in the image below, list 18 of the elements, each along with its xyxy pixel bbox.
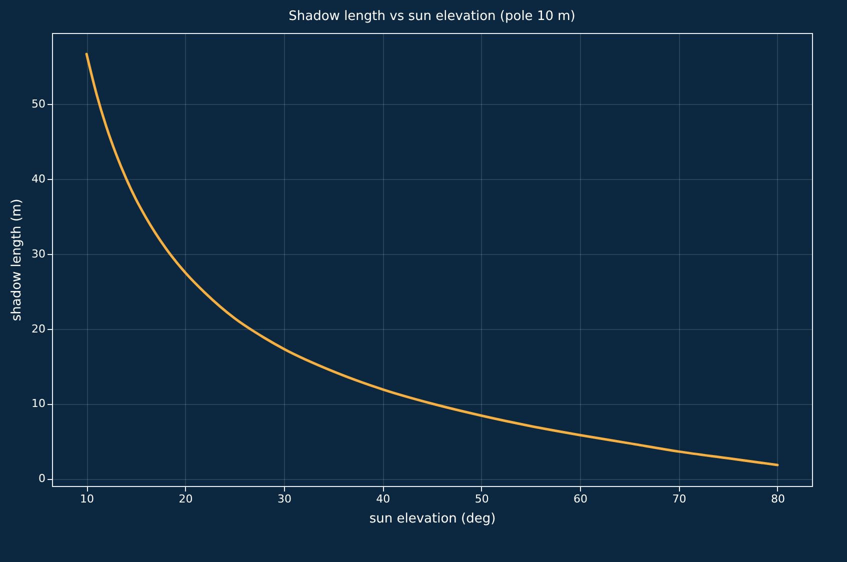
x-tick-label: 10	[80, 492, 94, 506]
x-tick-label: 70	[672, 492, 686, 506]
x-tick-label: 30	[277, 492, 292, 506]
x-tick-label: 40	[376, 492, 390, 506]
x-axis-title: sun elevation (deg)	[369, 512, 496, 526]
y-tick-label: 20	[32, 322, 46, 336]
y-axis-title: shadow length (m)	[10, 198, 25, 322]
chart-title: Shadow length vs sun elevation (pole 10 m)	[288, 9, 576, 24]
x-tick-label: 50	[474, 492, 489, 506]
y-tick-label: 30	[32, 247, 46, 260]
x-tick-label: 20	[178, 492, 193, 506]
line-series	[85, 52, 779, 466]
y-tick-label: 10	[32, 397, 46, 410]
x-tick-label: 60	[574, 492, 588, 506]
y-tick-label: 40	[32, 172, 46, 186]
y-tick-label: 50	[32, 98, 46, 111]
x-tick-label: 80	[770, 492, 785, 506]
y-tick-label: 0	[38, 472, 46, 486]
